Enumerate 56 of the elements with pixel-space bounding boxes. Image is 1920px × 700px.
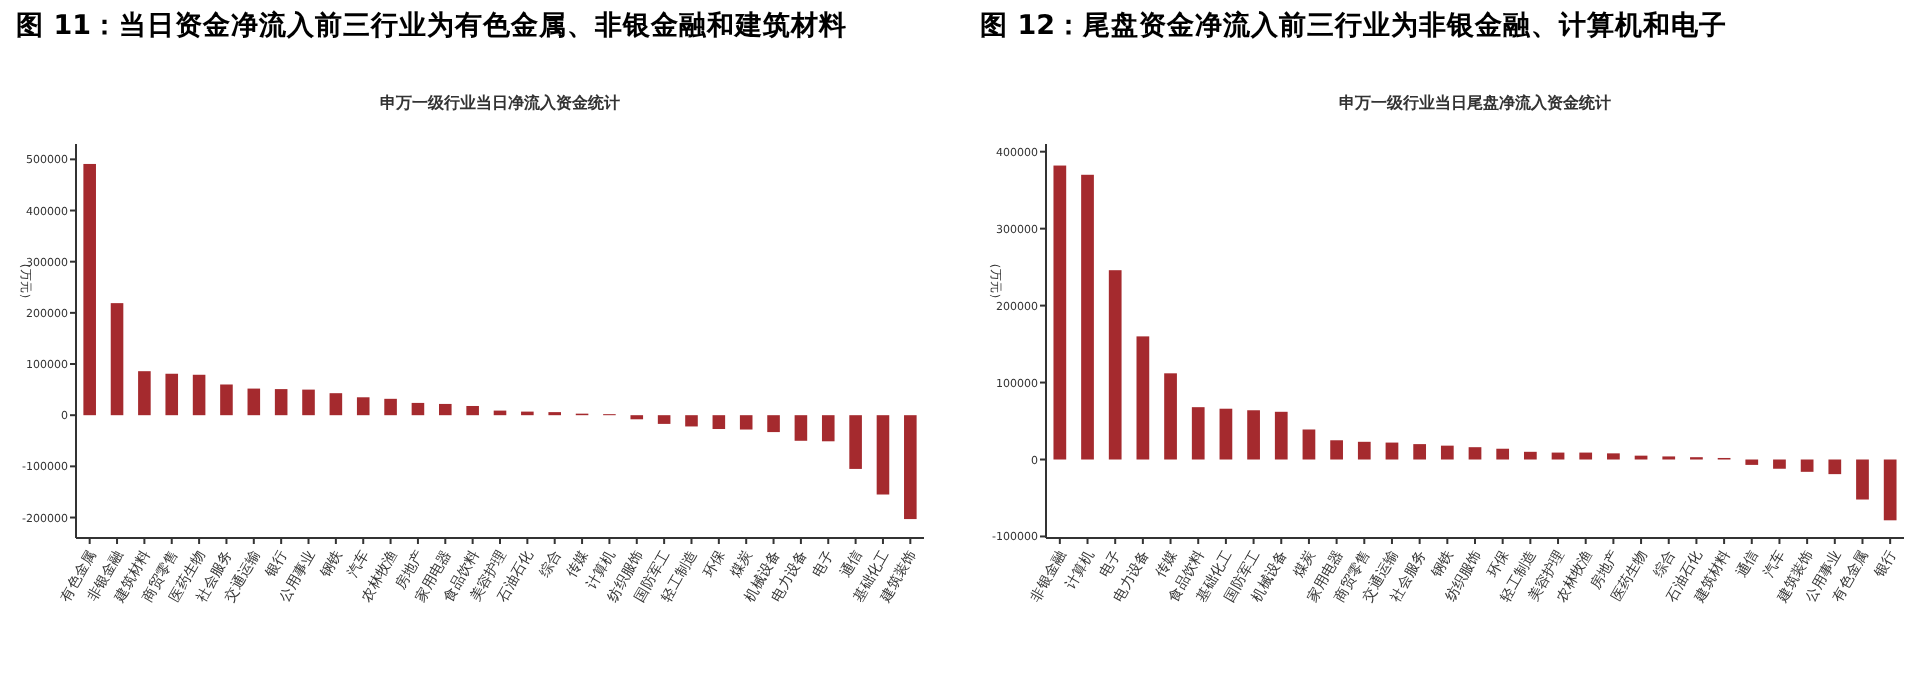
- bar: [110, 303, 124, 416]
- bar: [1053, 165, 1067, 460]
- bar: [1302, 429, 1316, 460]
- bar: [1274, 411, 1288, 460]
- bar: [1357, 441, 1371, 460]
- bar: [302, 389, 315, 416]
- bar: [1330, 440, 1343, 460]
- bar: [274, 389, 288, 416]
- chart-subtitle: 申万一级行业当日尾盘净流入资金统计: [1339, 92, 1611, 112]
- bar: [685, 415, 698, 427]
- bar: [657, 415, 671, 424]
- bar: [1800, 459, 1814, 472]
- bar: [1607, 453, 1620, 460]
- bar: [466, 405, 479, 416]
- bar: [1468, 447, 1482, 460]
- bar: [739, 415, 753, 430]
- bar: [1081, 174, 1094, 460]
- bar: [1440, 445, 1454, 460]
- bar: [439, 403, 452, 416]
- bar: [1579, 452, 1593, 460]
- bar: [1219, 408, 1233, 460]
- bar: [1523, 451, 1537, 460]
- bar: [247, 388, 261, 416]
- chart-title: 图 11：当日资金净流入前三行业为有色金属、非银金融和建筑材料: [16, 8, 847, 42]
- bar: [1247, 410, 1260, 460]
- bar: [1108, 270, 1122, 460]
- bar: [192, 374, 206, 416]
- bar: [165, 373, 179, 416]
- chart-subtitle: 申万一级行业当日净流入资金统计: [380, 92, 620, 112]
- bar: [767, 415, 780, 433]
- bar: [1745, 459, 1759, 465]
- bar: [138, 371, 151, 416]
- bar: [384, 398, 397, 416]
- chart-title: 图 12：尾盘资金净流入前三行业为非银金融、计算机和电子: [980, 8, 1727, 42]
- bar: [1883, 459, 1897, 521]
- bar: [411, 402, 425, 416]
- bar: [794, 415, 808, 441]
- bar: [220, 384, 233, 416]
- bar: [1773, 459, 1786, 469]
- bar: [849, 415, 862, 469]
- bar: [83, 163, 96, 416]
- bar: [1385, 442, 1399, 460]
- bar: [1191, 407, 1205, 460]
- bar: [1551, 452, 1565, 460]
- bar: [821, 415, 835, 442]
- bar: [1136, 336, 1150, 460]
- bar: [356, 397, 370, 416]
- bar: [329, 393, 343, 416]
- bar: [712, 415, 726, 430]
- bar: [904, 415, 917, 520]
- bar: [1496, 448, 1510, 460]
- bar: [1828, 459, 1842, 475]
- bar: [1413, 444, 1427, 460]
- bar: [1164, 373, 1177, 460]
- bar: [1856, 459, 1869, 500]
- bar: [876, 415, 890, 495]
